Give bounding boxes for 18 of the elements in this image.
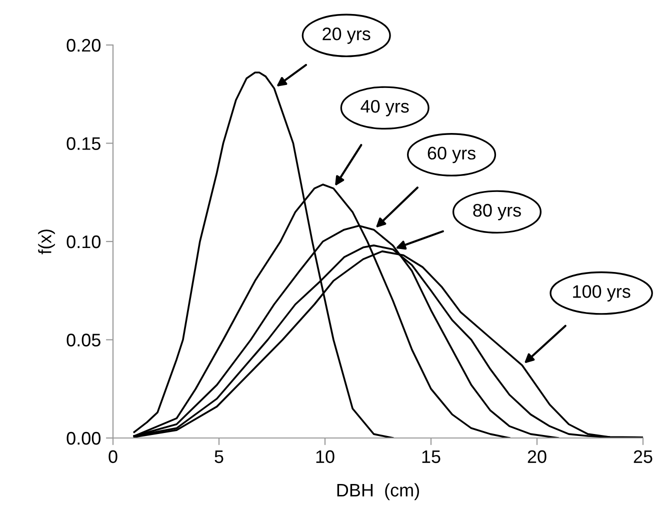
x-tick-label: 25 [634, 450, 652, 464]
text: 100 yrs [573, 285, 630, 302]
y-tick-label: 0.20 [66, 38, 100, 52]
x-tick-label: 10 [316, 450, 334, 464]
x-tick-label: 0 [108, 450, 118, 464]
y-tick-label: 0.15 [66, 137, 100, 150]
text: 20 yrs [322, 28, 370, 44]
text: 60 yrs [428, 146, 476, 164]
y-tick-label: 0.05 [66, 334, 100, 346]
y-axis-title: f(x) [38, 230, 55, 254]
x-tick-label: 15 [422, 450, 440, 464]
x-tick-label: 5 [214, 450, 224, 464]
y-tick-label: 0.10 [66, 235, 100, 248]
text: 80 yrs [473, 204, 521, 220]
x-axis-title: DBH (cm) [337, 483, 420, 500]
text: 40 yrs [360, 100, 409, 116]
x-tick-label: 20 [528, 450, 546, 464]
y-tick-label: 0.00 [66, 432, 100, 445]
